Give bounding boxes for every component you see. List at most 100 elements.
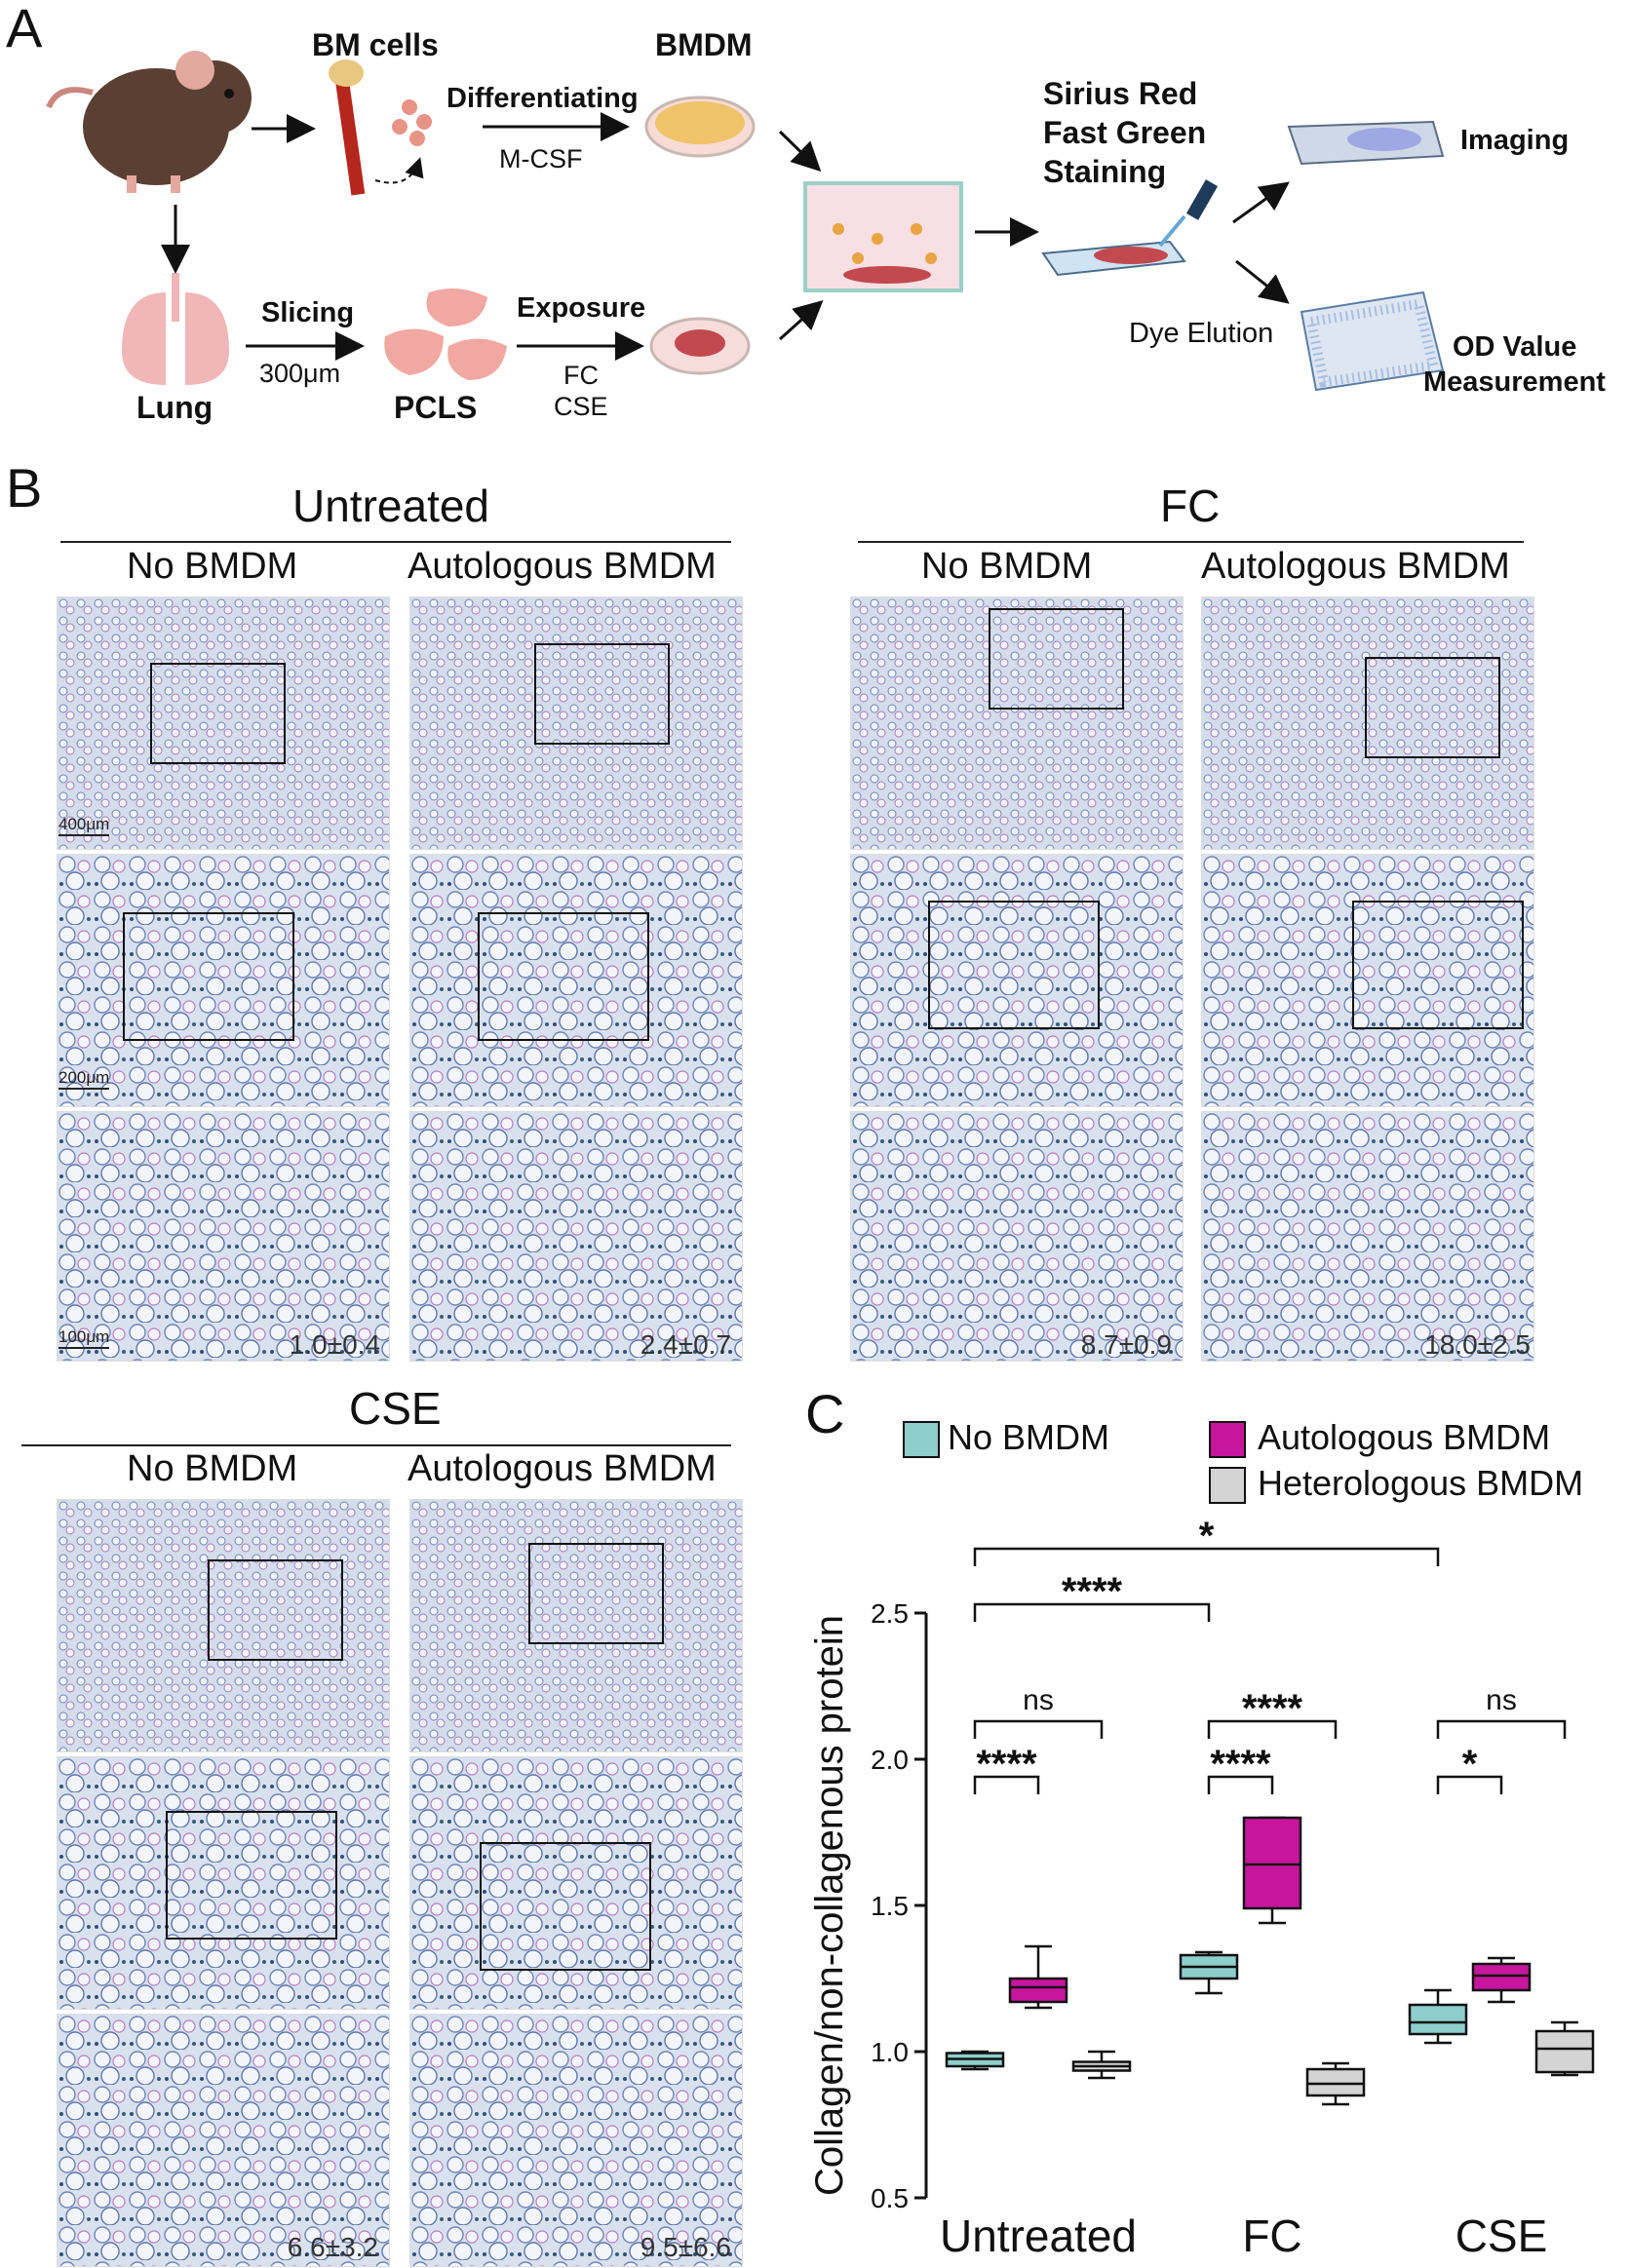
micrograph-cse-auto-high [409, 2014, 743, 2267]
quant-untreated-auto: 2.4±0.7 [640, 1329, 731, 1360]
col-label-fc-auto: Autologous BMDM [1201, 546, 1510, 587]
sig-untreated-no-auto [973, 1775, 1040, 1794]
group-divider-fc [858, 541, 1524, 543]
lung-label: Lung [136, 390, 213, 425]
pcls-label: PCLS [394, 390, 478, 425]
exposure-label: Exposure [517, 292, 646, 324]
well-plate-icon [1300, 290, 1445, 392]
sig-cse-no-hetero-label: ns [1486, 1684, 1517, 1716]
micrograph-cse-auto-low [409, 1499, 743, 1752]
legend-swatch-heterologous [1209, 1467, 1246, 1504]
legend-label-no-bmdm: No BMDM [948, 1417, 1110, 1457]
zoom-region-box [528, 1543, 664, 1644]
group-title-untreated: Untreated [292, 481, 490, 531]
zoom-region-box [123, 912, 294, 1041]
scalebar-200: 200μm [58, 1068, 110, 1090]
col-label-cse-no: No BMDM [127, 1448, 298, 1489]
group-title-fc: FC [1160, 481, 1221, 531]
sig-untreated-cse [973, 1547, 1440, 1566]
panel-c-letter: C [805, 1383, 845, 1444]
sig-untreated-no-hetero [973, 1719, 1104, 1739]
pcls-slices-icon [384, 288, 507, 380]
sig-cse-no-auto-label: * [1462, 1743, 1478, 1786]
zoom-region-box [208, 1559, 343, 1661]
dye-elution-label: Dye Elution [1129, 318, 1274, 349]
sig-untreated-no-auto-label: **** [976, 1743, 1037, 1786]
sig-cse-no-auto [1436, 1775, 1503, 1794]
panel-a-schematic [46, 51, 1445, 392]
legend-label-autologous: Autologous BMDM [1258, 1417, 1551, 1457]
y-tick-label: 0.5 [871, 2183, 909, 2213]
y-tick-label: 2.0 [871, 1745, 909, 1775]
col-label-fc-no: No BMDM [921, 546, 1093, 587]
micrograph-untreated-auto-low [409, 596, 743, 850]
imaging-slide-icon [1287, 120, 1445, 166]
group-divider-cse [21, 1444, 731, 1446]
zoom-region-box [534, 643, 670, 745]
group-divider-untreated [60, 541, 731, 543]
box-autologous-bmdm [1471, 1962, 1532, 1992]
zoom-region-box [150, 663, 286, 764]
differentiating-label: Differentiating [446, 83, 639, 114]
col-label-untreated-auto: Autologous BMDM [408, 546, 717, 587]
sig-fc-no-auto-label: **** [1210, 1743, 1271, 1786]
zoom-region-box [480, 1842, 651, 1971]
panel-a-letter: A [6, 0, 43, 58]
x-tick-label: CSE [1455, 2210, 1548, 2261]
box-autologous-bmdm [1008, 1977, 1068, 2004]
bm-cells-label: BM cells [312, 27, 439, 62]
box-no-bmdm [1408, 2003, 1468, 2036]
sig-fc-auto-hetero-label: **** [1242, 1687, 1303, 1730]
box-heterologous-bmdm [1534, 2029, 1595, 2074]
staining-label-1: Sirius Red [1043, 76, 1198, 111]
x-tick-label: Untreated [940, 2210, 1137, 2261]
zoom-region-box [478, 912, 649, 1041]
panel-b-letter: B [6, 457, 43, 519]
box-autologous-bmdm [1242, 1816, 1302, 1910]
slicing-label: Slicing [261, 297, 355, 328]
mouse-icon [46, 51, 252, 193]
staining-label-3: Staining [1043, 154, 1167, 189]
sig-untreated-no-hetero-label: ns [1023, 1684, 1054, 1716]
thickness-label: 300μm [259, 359, 341, 388]
micrograph-cse-no-low [57, 1499, 390, 1752]
zoom-region-box [989, 608, 1124, 710]
scalebar-100: 100μm [58, 1327, 110, 1349]
micrograph-fc-no-high [850, 1111, 1184, 1362]
x-tick-label: FC [1242, 2210, 1301, 2261]
bmdm-label: BMDM [655, 27, 753, 62]
coculture-beaker-icon [803, 181, 963, 292]
legend-label-heterologous: Heterologous BMDM [1258, 1463, 1584, 1503]
quant-cse-auto: 9.5±6.6 [640, 2232, 731, 2262]
fc-label: FC [563, 361, 599, 390]
imaging-label: Imaging [1460, 125, 1570, 156]
mcsf-label: M-CSF [499, 144, 583, 173]
zoom-region-box [928, 901, 1100, 1029]
micrograph-untreated-no-mid [57, 854, 390, 1107]
bone-icon [329, 59, 432, 196]
sig-fc-auto-hetero [1207, 1719, 1338, 1739]
micrograph-fc-no-low [850, 596, 1184, 850]
scalebar-400: 400μm [58, 815, 110, 836]
micrograph-cse-no-mid [57, 1756, 390, 2010]
quant-fc-auto: 18.0±2.5 [1424, 1329, 1531, 1360]
sig-fc-no-auto [1207, 1775, 1274, 1794]
sig-untreated-cse-label: * [1199, 1515, 1215, 1557]
micrograph-fc-auto-high [1201, 1111, 1534, 1362]
staining-label-2: Fast Green [1043, 115, 1207, 150]
micrograph-fc-no-mid [850, 854, 1184, 1107]
zoom-region-box [1365, 657, 1500, 758]
od-label-1: OD Value [1453, 331, 1577, 363]
bmdm-dish-icon [644, 96, 756, 158]
od-label-2: Measurement [1423, 366, 1606, 398]
y-tick-label: 1.5 [871, 1891, 909, 1921]
micrograph-untreated-no-high [57, 1111, 390, 1362]
sig-untreated-fc [973, 1602, 1211, 1622]
legend-swatch-no-bmdm [903, 1421, 940, 1458]
stained-slide-icon [1041, 179, 1219, 277]
lung-icon [122, 273, 229, 385]
col-label-cse-auto: Autologous BMDM [408, 1448, 717, 1489]
quant-fc-no: 8.7±0.9 [1080, 1329, 1172, 1360]
cse-label: CSE [554, 392, 608, 421]
